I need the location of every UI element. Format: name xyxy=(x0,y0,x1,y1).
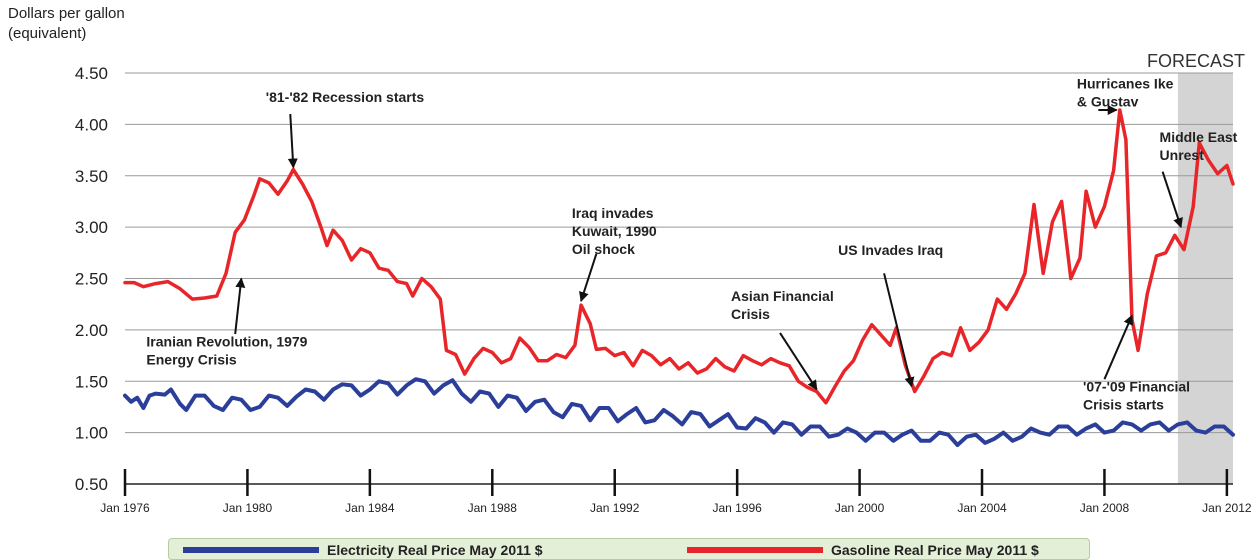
annotation-text: Asian Financial xyxy=(731,288,834,304)
annotation: Asian Financial Crisis xyxy=(731,288,834,391)
annotation-text: Iranian Revolution, 1979 xyxy=(146,333,307,349)
annotation: Iranian Revolution, 1979 Energy Crisis xyxy=(146,277,308,367)
annotation-arrow xyxy=(883,273,915,388)
y-axis-label: Dollars per gallon (equivalent) xyxy=(8,4,188,44)
annotation-arrow xyxy=(234,277,246,335)
y-axis-label-line2: (equivalent) xyxy=(8,25,87,42)
forecast-label: FORECAST xyxy=(1147,51,1245,71)
annotation-text: Middle East xyxy=(1160,129,1238,145)
electricity-legend-label: Electricity Real Price May 2011 $ xyxy=(327,542,543,558)
y-tick-label: 4.50 xyxy=(75,64,108,83)
annotation-arrow xyxy=(1161,171,1183,229)
x-tick-label: Jan 2012 xyxy=(1202,501,1252,515)
electricity-series-line xyxy=(123,377,1235,447)
legend: Electricity Real Price May 2011 $ Gasoli… xyxy=(168,538,1090,560)
annotation-arrow xyxy=(1103,314,1134,380)
y-tick-label: 3.50 xyxy=(75,167,108,186)
annotation: '81-'82 Recession starts xyxy=(266,89,425,169)
gasoline-swatch xyxy=(687,547,823,553)
x-tick-label: Jan 1992 xyxy=(590,501,640,515)
y-tick-label: 3.00 xyxy=(75,218,108,237)
y-tick-label: 1.00 xyxy=(75,424,108,443)
gasoline-legend-label: Gasoline Real Price May 2011 $ xyxy=(831,542,1039,558)
y-tick-label: 2.00 xyxy=(75,321,108,340)
x-tick-label: Jan 1988 xyxy=(468,501,518,515)
annotation-arrow xyxy=(779,332,818,391)
x-tick-label: Jan 1980 xyxy=(223,501,273,515)
y-tick-label: 0.50 xyxy=(75,475,108,494)
x-tick-label: Jan 1996 xyxy=(712,501,762,515)
annotation-text: Iraq invades xyxy=(572,205,654,221)
y-axis-label-line1: Dollars per gallon xyxy=(8,5,125,22)
annotation-text: Crisis xyxy=(731,306,770,322)
annotation-text: Kuwait, 1990 xyxy=(572,223,657,239)
legend-item-gasoline: Gasoline Real Price May 2011 $ xyxy=(687,541,1039,559)
x-tick-label: Jan 2004 xyxy=(957,501,1007,515)
annotation-text: US Invades Iraq xyxy=(838,242,943,258)
annotation-arrow xyxy=(287,114,298,169)
legend-item-electricity: Electricity Real Price May 2011 $ xyxy=(183,541,543,559)
annotation: '07-'09 Financial Crisis starts xyxy=(1083,314,1190,413)
electricity-swatch xyxy=(183,547,319,553)
annotation: Middle East Unrest xyxy=(1160,129,1238,229)
annotation-text: Energy Crisis xyxy=(146,351,236,367)
gasoline-series-line xyxy=(123,108,1235,405)
x-tick-label: Jan 2000 xyxy=(835,501,885,515)
x-tick-label: Jan 1976 xyxy=(100,501,150,515)
y-tick-label: 4.00 xyxy=(75,115,108,134)
x-tick-label: Jan 1984 xyxy=(345,501,395,515)
annotation-text: & Gustav xyxy=(1077,93,1139,109)
annotation-text: Hurricanes Ike xyxy=(1077,75,1174,91)
annotation-text: Oil shock xyxy=(572,241,635,257)
price-chart: FORECAST 0.50 1.00 1.50 2.00 2.50 3.00 3.50 4.00… xyxy=(75,51,1252,515)
annotation-text: '07-'09 Financial xyxy=(1083,379,1190,395)
x-tick-label: Jan 2008 xyxy=(1080,501,1130,515)
annotation-text: '81-'82 Recession starts xyxy=(266,89,425,105)
annotation: Iraq invades Kuwait, 1990 Oil shock xyxy=(572,205,657,303)
annotation: Hurricanes Ike & Gustav xyxy=(1077,75,1174,115)
annotation-text: Unrest xyxy=(1160,147,1205,163)
annotation-text: Crisis starts xyxy=(1083,397,1164,413)
annotation: US Invades Iraq xyxy=(838,242,943,388)
y-tick-label: 1.50 xyxy=(75,372,108,391)
annotation-arrow xyxy=(579,253,598,303)
y-tick-label: 2.50 xyxy=(75,270,108,289)
